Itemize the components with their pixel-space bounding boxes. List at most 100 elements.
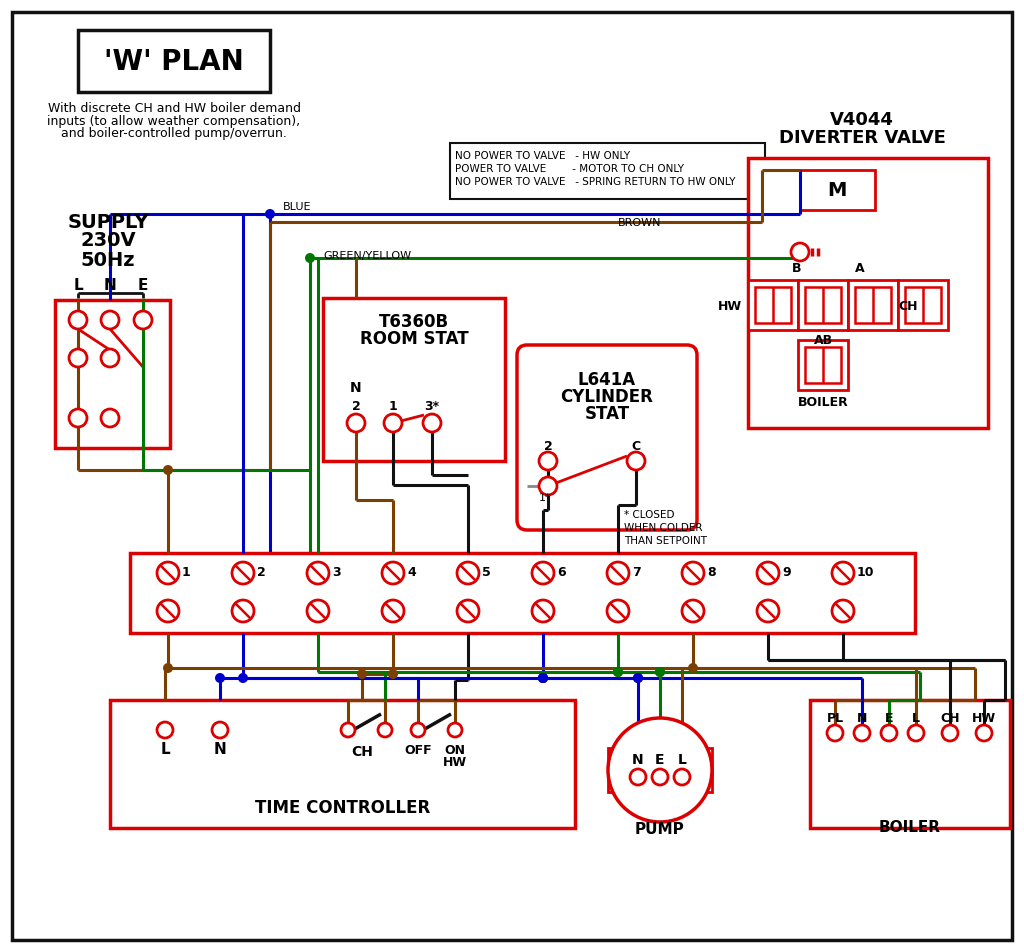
Circle shape bbox=[613, 667, 623, 677]
Circle shape bbox=[157, 562, 179, 584]
Circle shape bbox=[633, 673, 643, 683]
Circle shape bbox=[627, 452, 645, 470]
Circle shape bbox=[630, 769, 646, 785]
Circle shape bbox=[163, 663, 173, 673]
Bar bbox=[805, 287, 841, 323]
Circle shape bbox=[532, 562, 554, 584]
Bar bbox=[78, 30, 270, 92]
Text: E: E bbox=[138, 277, 148, 292]
Text: PUMP: PUMP bbox=[635, 823, 685, 838]
Text: * CLOSED: * CLOSED bbox=[624, 510, 675, 520]
Circle shape bbox=[69, 349, 87, 367]
Circle shape bbox=[423, 414, 441, 432]
Circle shape bbox=[101, 349, 119, 367]
Circle shape bbox=[976, 725, 992, 741]
Circle shape bbox=[539, 452, 557, 470]
Text: BOILER: BOILER bbox=[798, 396, 848, 409]
Bar bbox=[810, 700, 1010, 828]
Circle shape bbox=[613, 667, 623, 677]
Circle shape bbox=[305, 253, 315, 263]
Circle shape bbox=[265, 209, 275, 219]
Circle shape bbox=[457, 600, 479, 622]
Circle shape bbox=[457, 562, 479, 584]
Text: 1: 1 bbox=[389, 400, 397, 412]
Text: HW: HW bbox=[443, 757, 467, 769]
Circle shape bbox=[682, 562, 705, 584]
Text: NO POWER TO VALVE   - HW ONLY: NO POWER TO VALVE - HW ONLY bbox=[455, 151, 630, 161]
Circle shape bbox=[607, 562, 629, 584]
Bar bbox=[805, 347, 841, 383]
Circle shape bbox=[357, 669, 367, 679]
Circle shape bbox=[101, 311, 119, 329]
Circle shape bbox=[215, 673, 225, 683]
Circle shape bbox=[688, 663, 698, 673]
Circle shape bbox=[341, 723, 355, 737]
Bar bbox=[323, 298, 505, 461]
Text: 10: 10 bbox=[857, 566, 874, 580]
Text: V4044: V4044 bbox=[830, 111, 894, 129]
Text: 2: 2 bbox=[257, 566, 266, 580]
Bar bbox=[55, 300, 170, 448]
Bar bbox=[690, 748, 712, 792]
FancyBboxPatch shape bbox=[517, 345, 697, 530]
Text: L641A: L641A bbox=[578, 371, 636, 389]
Text: CH: CH bbox=[940, 711, 959, 724]
Text: 9: 9 bbox=[782, 566, 791, 580]
Circle shape bbox=[101, 409, 119, 427]
Bar bbox=[855, 287, 891, 323]
Bar bbox=[748, 280, 798, 330]
Text: L: L bbox=[160, 743, 170, 758]
Circle shape bbox=[538, 673, 548, 683]
Circle shape bbox=[157, 600, 179, 622]
Text: HW: HW bbox=[972, 711, 996, 724]
Text: 4: 4 bbox=[407, 566, 416, 580]
Bar bbox=[608, 748, 630, 792]
Text: 6: 6 bbox=[557, 566, 565, 580]
Text: BROWN: BROWN bbox=[618, 218, 662, 228]
Circle shape bbox=[411, 723, 425, 737]
Text: M: M bbox=[827, 182, 847, 201]
Circle shape bbox=[212, 722, 228, 738]
Text: N: N bbox=[350, 381, 361, 395]
Bar bbox=[798, 280, 848, 330]
Circle shape bbox=[682, 600, 705, 622]
Circle shape bbox=[608, 718, 712, 822]
Circle shape bbox=[881, 725, 897, 741]
Text: 1: 1 bbox=[182, 566, 190, 580]
Text: N: N bbox=[103, 277, 117, 292]
Text: N: N bbox=[214, 743, 226, 758]
Bar bbox=[898, 280, 948, 330]
Text: BOILER: BOILER bbox=[879, 821, 941, 836]
Text: 5: 5 bbox=[482, 566, 490, 580]
Text: 230V: 230V bbox=[80, 231, 136, 250]
Text: 7: 7 bbox=[632, 566, 641, 580]
Text: STAT: STAT bbox=[585, 405, 630, 423]
Circle shape bbox=[232, 600, 254, 622]
Text: inputs (to allow weather compensation),: inputs (to allow weather compensation), bbox=[47, 114, 301, 128]
Text: GREEN/YELLOW: GREEN/YELLOW bbox=[323, 251, 411, 261]
Text: ON: ON bbox=[444, 744, 466, 757]
Text: BLUE: BLUE bbox=[283, 202, 311, 212]
Text: L: L bbox=[678, 753, 686, 767]
Bar bbox=[755, 287, 791, 323]
Text: WHEN COLDER: WHEN COLDER bbox=[624, 523, 702, 533]
Text: TIME CONTROLLER: TIME CONTROLLER bbox=[255, 799, 430, 817]
Circle shape bbox=[633, 673, 643, 683]
Circle shape bbox=[69, 409, 87, 427]
Circle shape bbox=[384, 414, 402, 432]
Text: NO POWER TO VALVE   - SPRING RETURN TO HW ONLY: NO POWER TO VALVE - SPRING RETURN TO HW … bbox=[455, 177, 735, 187]
Circle shape bbox=[827, 725, 843, 741]
Circle shape bbox=[163, 465, 173, 475]
Circle shape bbox=[655, 667, 665, 677]
Text: PL: PL bbox=[826, 711, 844, 724]
Circle shape bbox=[854, 725, 870, 741]
Bar bbox=[798, 340, 848, 390]
Circle shape bbox=[449, 723, 462, 737]
Text: 3: 3 bbox=[332, 566, 341, 580]
Text: CH: CH bbox=[351, 745, 373, 759]
Text: N: N bbox=[632, 753, 644, 767]
Circle shape bbox=[532, 600, 554, 622]
Circle shape bbox=[538, 673, 548, 683]
Text: 2: 2 bbox=[351, 400, 360, 412]
Bar bbox=[450, 143, 765, 199]
